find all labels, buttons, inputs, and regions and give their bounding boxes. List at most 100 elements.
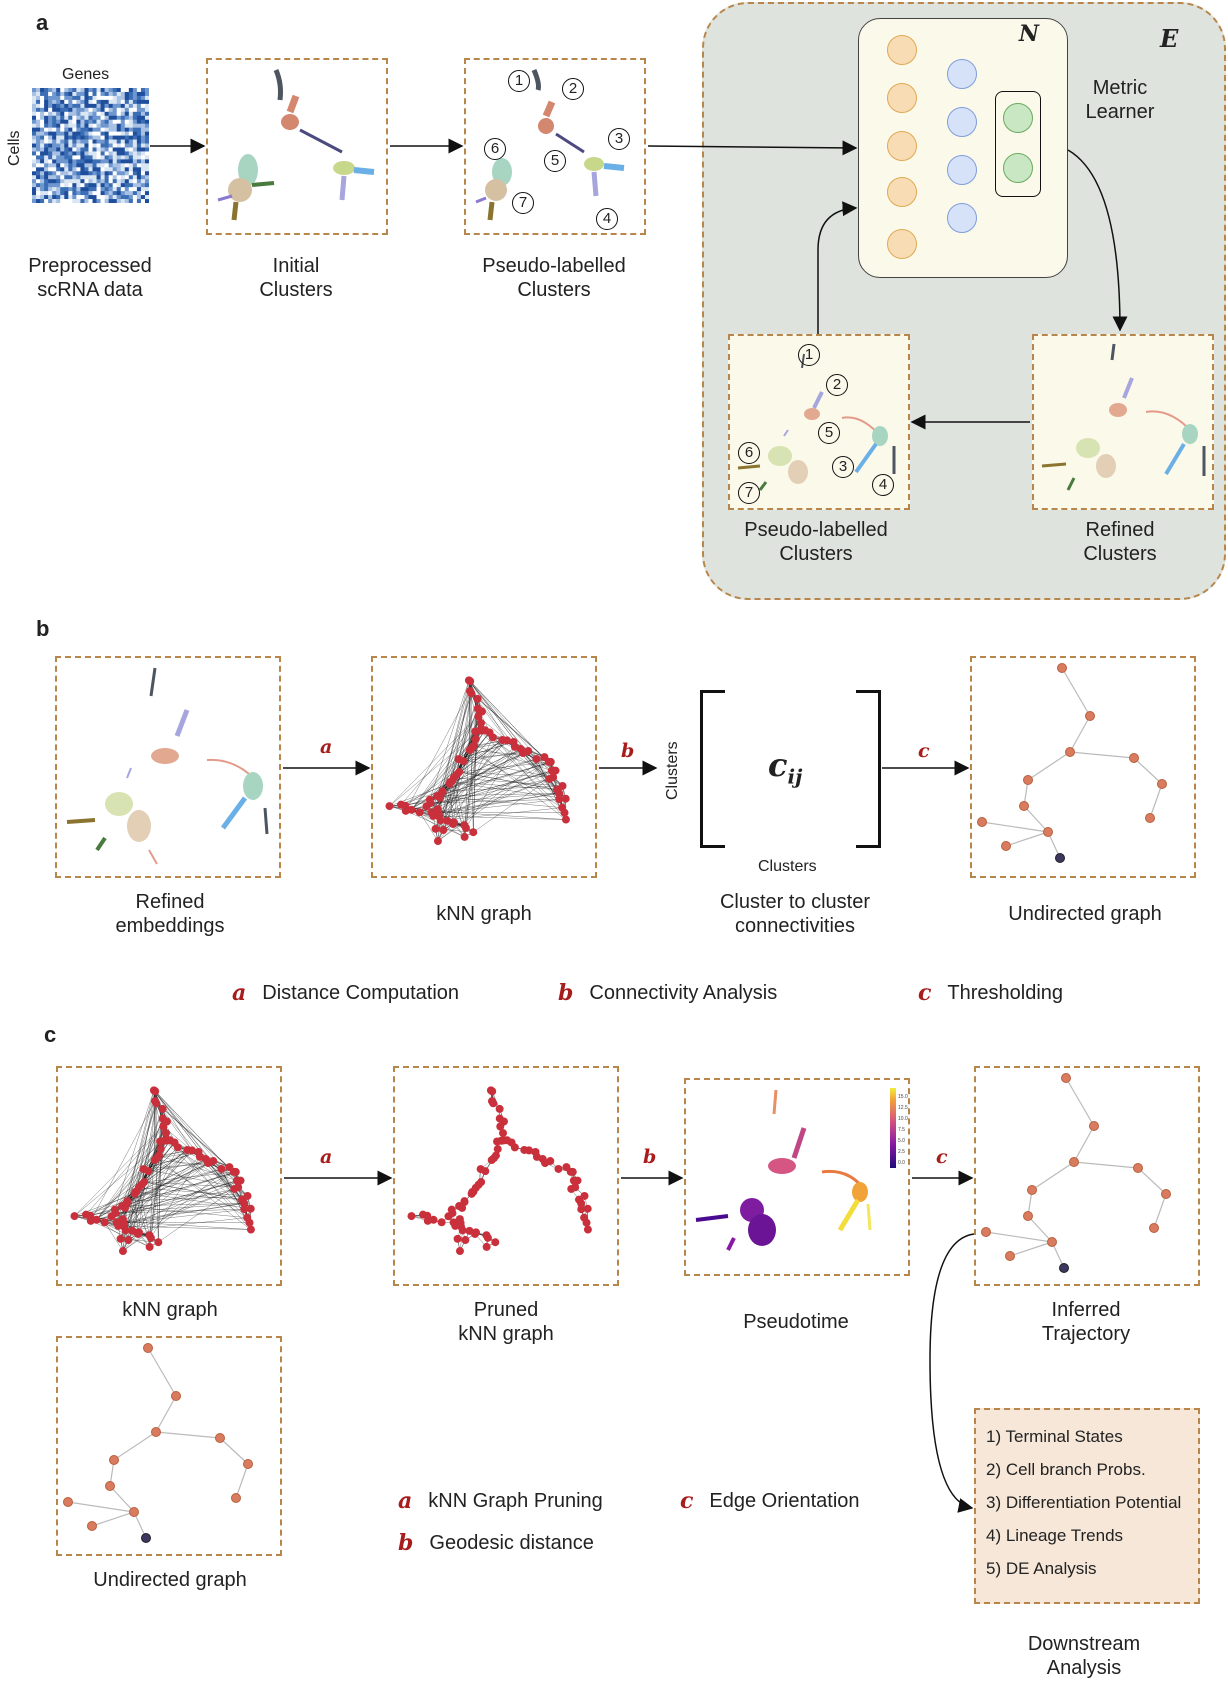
- graph-node: [453, 1234, 462, 1243]
- graph-node: [1145, 813, 1155, 823]
- matrix-entry: cij: [768, 746, 803, 789]
- arrow-label-b: b: [643, 1146, 657, 1168]
- initial-clusters-caption: Initial Clusters: [259, 255, 333, 301]
- graph-node: [243, 1459, 253, 1469]
- graph-node: [471, 735, 480, 744]
- hidden-node: [947, 203, 977, 233]
- inferred-trajectory-caption: Inferred Trajectory: [1041, 1299, 1131, 1345]
- output-node: [1003, 153, 1033, 183]
- umap-clusters: [1041, 343, 1206, 491]
- graph-node: [121, 1226, 130, 1235]
- graph-node: [1065, 747, 1075, 757]
- graph-node: [524, 1146, 533, 1155]
- pseudo-labelled-caption: Pseudo-labelled Clusters: [482, 255, 626, 301]
- graph-node: [1129, 753, 1139, 763]
- arrow-label-a: a: [320, 1146, 333, 1168]
- graph-node: [231, 1167, 240, 1176]
- undirected-graph: [63, 1343, 253, 1543]
- graph-node: [246, 1225, 255, 1234]
- graph-node: [471, 727, 480, 736]
- graph-node: [567, 1184, 576, 1193]
- graph-node: [105, 1481, 115, 1491]
- graph-node: [458, 1226, 467, 1235]
- downstream-item: 5) DE Analysis: [986, 1559, 1097, 1578]
- downstream-item: 1) Terminal States: [986, 1427, 1123, 1446]
- graph-node: [502, 736, 511, 745]
- hidden-node: [947, 59, 977, 89]
- cluster-number-3: 3: [608, 128, 630, 150]
- legend-item-b: b Connectivity Analysis: [558, 980, 778, 1006]
- umap-embedding: [66, 667, 269, 865]
- graph-node: [555, 795, 564, 804]
- graph-node: [561, 815, 570, 824]
- legend-item-c: c Edge Orientation: [680, 1488, 860, 1514]
- graph-node: [144, 1167, 153, 1176]
- graph-node: [209, 1157, 218, 1166]
- graph-node: [486, 1086, 495, 1095]
- graph-node: [465, 746, 474, 755]
- legend-item-b: b Geodesic distance: [398, 1530, 594, 1556]
- graph-node: [510, 1143, 519, 1152]
- colorbar-tick: 2.5: [898, 1149, 905, 1155]
- colorbar-tick: 0.0: [898, 1160, 905, 1166]
- graph-node: [481, 1167, 490, 1176]
- graph-node: [243, 1213, 252, 1222]
- pruned-knn-graph-plot: [393, 1066, 619, 1286]
- graph-node: [112, 1218, 121, 1227]
- pseudotime-embedding: [695, 1088, 896, 1251]
- initial-clusters-plot: [206, 58, 388, 235]
- graph-node: [487, 1156, 496, 1165]
- colorbar-tick: 7.5: [898, 1127, 905, 1133]
- colorbar-tick: 10.0: [898, 1116, 908, 1122]
- graph-node: [1019, 801, 1029, 811]
- graph-node: [1085, 711, 1095, 721]
- graph-node: [385, 802, 394, 811]
- graph-node: [493, 1145, 502, 1154]
- refined-embeddings-caption: Refined embeddings: [115, 891, 225, 937]
- graph-node: [583, 1225, 592, 1234]
- graph-node: [1161, 1189, 1171, 1199]
- knn-graph-plot-c: [56, 1066, 282, 1286]
- e-label: E: [1160, 24, 1179, 53]
- graph-node: [461, 1236, 470, 1245]
- undirected-graph-plot-c: [56, 1336, 282, 1556]
- graph-node: [546, 1157, 555, 1166]
- graph-node: [574, 1195, 583, 1204]
- graph-node: [1089, 1121, 1099, 1131]
- graph-node: [118, 1215, 127, 1224]
- graph-node: [87, 1521, 97, 1531]
- genes-label: Genes: [62, 66, 110, 83]
- graph-node: [396, 800, 405, 809]
- graph-node: [477, 719, 486, 728]
- downstream-item: 3) Differentiation Potential: [986, 1493, 1182, 1512]
- pseudotime-caption: Pseudotime: [743, 1311, 849, 1333]
- graph-node: [469, 828, 478, 837]
- metric-learner-caption: Metric Learner: [1085, 77, 1155, 123]
- graph-node: [146, 1233, 155, 1242]
- graph-node: [63, 1497, 73, 1507]
- graph-node: [448, 1209, 457, 1218]
- graph-node: [81, 1210, 90, 1219]
- graph-node: [1059, 1263, 1069, 1273]
- graph-node: [1047, 1237, 1057, 1247]
- graph-node: [423, 1216, 432, 1225]
- graph-node: [154, 1238, 163, 1247]
- graph-node: [499, 1129, 508, 1138]
- graph-node: [573, 1176, 582, 1185]
- graph-node: [100, 1218, 109, 1227]
- graph-node: [489, 1099, 498, 1108]
- graph-node: [545, 774, 554, 783]
- graph-node: [431, 824, 440, 833]
- graph-node: [577, 1205, 586, 1214]
- graph-node: [118, 1247, 127, 1256]
- graph-node: [449, 818, 458, 827]
- graph-node: [143, 1343, 153, 1353]
- graph-node: [495, 1104, 504, 1113]
- graph-node: [1061, 1073, 1071, 1083]
- graph-node: [427, 808, 436, 817]
- graph-node: [461, 823, 470, 832]
- flow-arrow: [817, 201, 858, 334]
- graph-node: [121, 1203, 130, 1212]
- graph-node: [171, 1391, 181, 1401]
- matrix-bracket-right: [856, 690, 881, 848]
